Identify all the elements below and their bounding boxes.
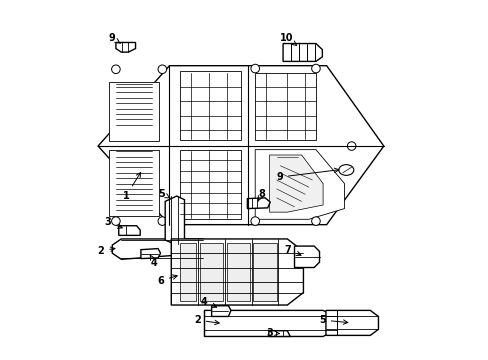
Circle shape	[250, 64, 259, 73]
Polygon shape	[165, 196, 184, 245]
Polygon shape	[253, 243, 276, 301]
Circle shape	[250, 217, 259, 225]
Polygon shape	[255, 73, 315, 140]
Polygon shape	[116, 42, 135, 52]
Text: 10: 10	[279, 33, 296, 45]
Text: 9: 9	[276, 168, 338, 182]
Text: 5: 5	[158, 189, 170, 199]
Polygon shape	[325, 310, 378, 336]
Polygon shape	[180, 71, 241, 140]
Polygon shape	[171, 239, 303, 305]
Polygon shape	[226, 243, 249, 301]
Text: 3: 3	[266, 328, 279, 338]
Polygon shape	[98, 66, 383, 225]
Polygon shape	[180, 150, 241, 219]
Text: 4: 4	[150, 255, 158, 268]
Polygon shape	[108, 82, 159, 141]
Circle shape	[311, 64, 320, 73]
Polygon shape	[211, 306, 230, 316]
Text: 8: 8	[258, 189, 264, 201]
Polygon shape	[255, 150, 344, 219]
Text: 2: 2	[194, 315, 219, 325]
Polygon shape	[268, 331, 290, 337]
Text: 6: 6	[157, 275, 177, 286]
Polygon shape	[269, 155, 323, 212]
Polygon shape	[294, 246, 319, 267]
Text: 5: 5	[318, 315, 347, 325]
Text: 9: 9	[108, 33, 120, 43]
Polygon shape	[112, 239, 203, 259]
Polygon shape	[283, 44, 322, 62]
Text: 1: 1	[122, 172, 141, 201]
Text: 7: 7	[284, 245, 300, 256]
Polygon shape	[204, 310, 336, 337]
Circle shape	[158, 65, 166, 73]
Text: 2: 2	[97, 246, 115, 256]
Polygon shape	[141, 249, 160, 258]
Polygon shape	[108, 150, 159, 216]
Polygon shape	[247, 198, 270, 208]
Text: 4: 4	[201, 297, 216, 307]
Polygon shape	[119, 226, 140, 235]
Circle shape	[158, 217, 166, 225]
Circle shape	[311, 217, 320, 225]
Circle shape	[111, 217, 120, 225]
Polygon shape	[180, 243, 196, 301]
Polygon shape	[200, 243, 223, 301]
Circle shape	[346, 142, 355, 150]
Text: 3: 3	[104, 217, 122, 228]
Circle shape	[111, 65, 120, 73]
Ellipse shape	[338, 165, 353, 175]
